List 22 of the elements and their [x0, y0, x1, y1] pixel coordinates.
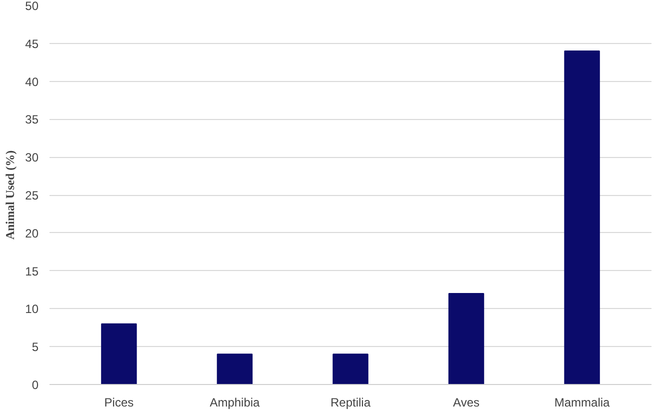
bar	[564, 50, 600, 384]
bar	[332, 354, 368, 384]
y-tick-label: 40	[25, 74, 39, 89]
y-tick-label: 30	[25, 150, 39, 165]
x-tick-label: Amphibia	[210, 396, 260, 410]
bar	[101, 323, 137, 384]
y-tick-label: 45	[25, 36, 39, 51]
y-tick-label: 50	[25, 0, 39, 13]
bar	[216, 354, 253, 384]
y-tick-label: 15	[25, 264, 39, 278]
bar	[448, 293, 484, 384]
y-tick-label: 25	[25, 188, 39, 202]
y-tick-label: 35	[25, 112, 39, 127]
y-tick-label: 0	[32, 378, 39, 392]
y-tick-label: 20	[25, 226, 39, 240]
y-axis-title: Animal Used (%)	[3, 150, 18, 240]
x-tick-label: Reptilia	[330, 396, 371, 410]
x-tick-label: Mammalia	[554, 396, 610, 410]
x-tick-label: Pices	[104, 396, 134, 410]
x-tick-label: Aves	[453, 396, 480, 410]
y-tick-label: 5	[32, 340, 39, 354]
y-tick-label: 10	[25, 302, 39, 316]
